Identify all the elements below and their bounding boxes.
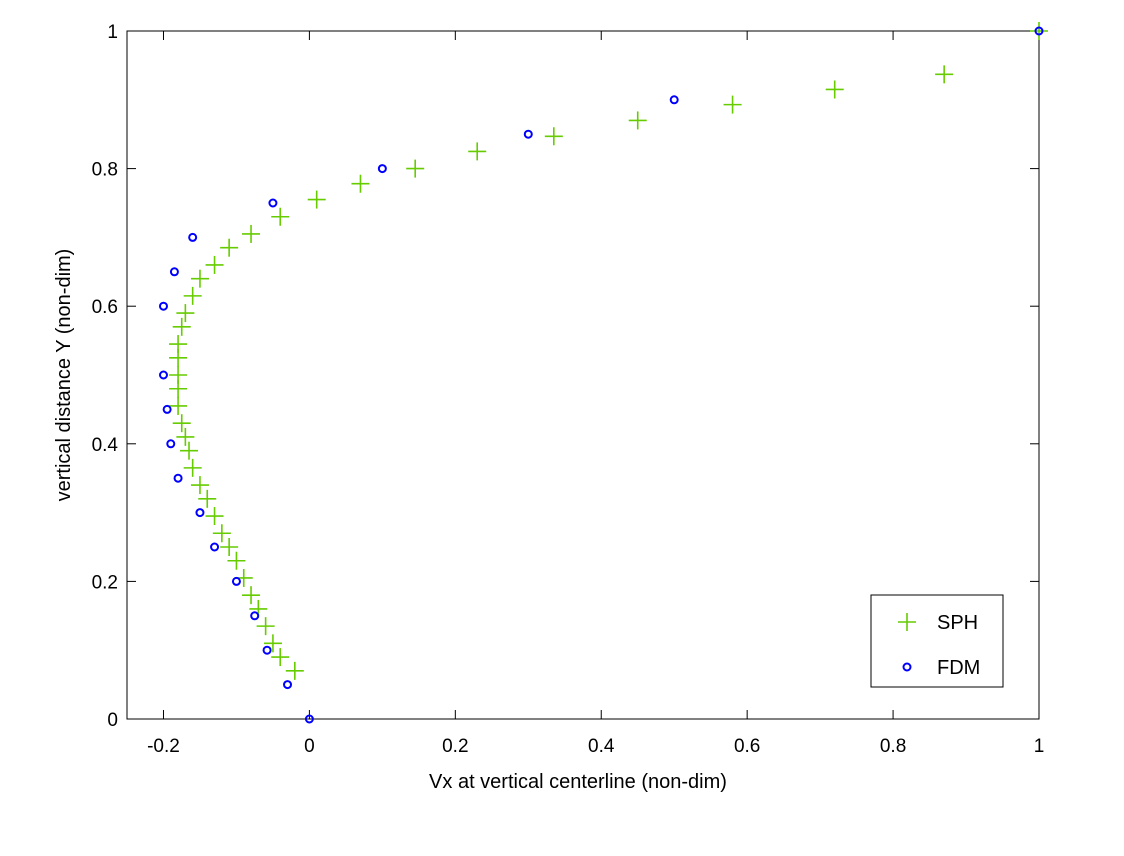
- data-point-sph: [176, 427, 195, 446]
- x-axis: -0.2 0 0.2 0.4 0.6 0.8 1: [147, 31, 1044, 757]
- data-point-fdm: [1034, 26, 1044, 36]
- data-point-fdm: [188, 232, 198, 242]
- data-point-sph: [180, 441, 199, 460]
- legend-marker-sph: [898, 613, 916, 631]
- data-point-sph: [1030, 22, 1048, 40]
- data-point-sph: [227, 551, 246, 570]
- data-point-fdm: [158, 301, 168, 311]
- data-point-sph: [220, 238, 239, 257]
- data-point-sph: [263, 634, 282, 653]
- data-point-sph: [307, 190, 326, 209]
- legend-entry-fdm: FDM: [902, 657, 980, 679]
- x-tick-label: 0.2: [442, 736, 468, 757]
- data-point-sph: [169, 396, 188, 415]
- series-sph: [169, 22, 1048, 680]
- data-point-fdm: [377, 164, 387, 174]
- data-point-sph: [169, 335, 188, 354]
- data-point-sph: [183, 458, 202, 477]
- data-point-sph: [212, 524, 231, 543]
- legend-entry-sph: SPH: [898, 612, 978, 634]
- data-point-fdm: [173, 473, 183, 483]
- data-point-sph: [351, 174, 370, 193]
- data-point-sph: [468, 142, 487, 161]
- data-point-sph: [825, 80, 844, 99]
- data-point-sph: [271, 207, 290, 226]
- data-point-fdm: [283, 680, 293, 690]
- data-point-sph: [935, 65, 954, 84]
- data-point-sph: [271, 648, 290, 667]
- data-point-sph: [220, 538, 239, 556]
- x-tick-label: 1: [1034, 736, 1045, 757]
- data-point-sph: [544, 127, 563, 146]
- data-point-fdm: [169, 267, 179, 277]
- data-point-sph: [205, 507, 224, 526]
- data-point-sph: [205, 255, 224, 274]
- data-point-sph: [285, 661, 304, 680]
- data-point-fdm: [262, 645, 272, 655]
- y-tick-label: 0.2: [92, 572, 118, 593]
- data-point-fdm: [210, 542, 220, 552]
- y-axis: 0 0.2 0.4 0.6 0.8 1: [92, 22, 1039, 731]
- data-point-sph: [176, 304, 195, 323]
- data-point-sph: [406, 159, 425, 178]
- data-point-fdm: [158, 370, 168, 380]
- y-tick-label: 0.4: [92, 435, 119, 456]
- y-axis-title: vertical distance Y (non-dim): [53, 249, 75, 502]
- data-point-sph: [172, 317, 191, 336]
- data-point-sph: [256, 617, 275, 636]
- data-point-fdm: [195, 508, 205, 518]
- x-tick-label: 0: [304, 736, 315, 757]
- y-tick-label: 0.8: [92, 160, 118, 181]
- legend-box: [870, 594, 1004, 688]
- series-fdm: [158, 26, 1044, 724]
- y-tick-label: 0: [107, 710, 118, 731]
- legend-marker-fdm: [902, 662, 912, 672]
- data-point-sph: [190, 269, 209, 288]
- data-point-sph: [628, 111, 647, 130]
- data-point-fdm: [231, 576, 241, 586]
- x-tick-label: -0.2: [147, 736, 180, 757]
- data-point-fdm: [162, 404, 172, 414]
- x-axis-title: Vx at vertical centerline (non-dim): [429, 771, 727, 793]
- data-point-sph: [723, 95, 742, 114]
- x-tick-label: 0.8: [880, 736, 906, 757]
- legend-label: FDM: [937, 657, 980, 679]
- data-point-sph: [198, 489, 217, 508]
- data-point-sph: [169, 366, 188, 384]
- data-point-sph: [242, 224, 261, 243]
- x-tick-label: 0.6: [734, 736, 760, 757]
- y-tick-label: 0.6: [92, 297, 118, 318]
- x-tick-label: 0.4: [588, 736, 615, 757]
- data-point-sph: [242, 586, 261, 605]
- data-point-fdm: [304, 714, 314, 724]
- data-point-fdm: [669, 95, 679, 105]
- data-point-fdm: [166, 439, 176, 449]
- data-point-sph: [183, 286, 202, 305]
- data-point-sph: [172, 414, 191, 433]
- series-layer: [158, 22, 1048, 724]
- y-tick-label: 1: [107, 22, 118, 43]
- legend: SPH FDM: [870, 594, 1004, 688]
- data-point-sph: [190, 476, 209, 495]
- data-point-fdm: [250, 611, 260, 621]
- data-point-fdm: [523, 129, 533, 139]
- legend-label: SPH: [937, 612, 978, 634]
- data-point-fdm: [268, 198, 278, 208]
